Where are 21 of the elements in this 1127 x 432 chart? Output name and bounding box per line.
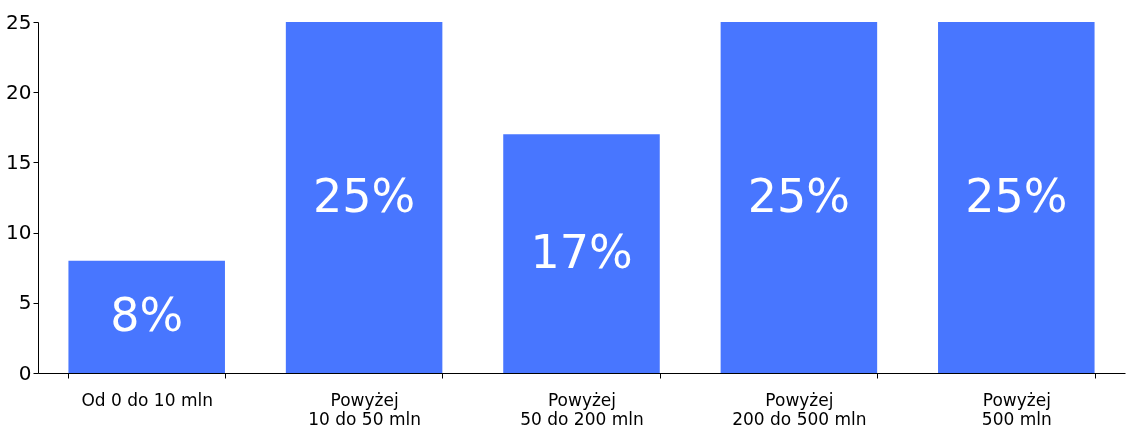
x-tick-label: Od 0 do 10 mln [81,389,213,410]
y-tick-label: 5 [18,290,32,315]
data-label: 17% [530,224,633,279]
x-tick-label: Powyżej 50 do 200 mln [520,389,644,429]
data-label: 25% [312,168,416,223]
bar [938,22,1095,373]
y-tick-label: 25 [6,9,32,34]
y-tick-label: 0 [18,360,32,385]
bar [503,134,660,373]
bar [68,260,225,373]
x-tick-label: Powyżej 200 do 500 mln [732,389,867,429]
y-tick-label: 20 [6,79,32,104]
bar [720,22,878,373]
data-label: 25% [965,168,1068,223]
x-tick-label: Powyżej 10 do 50 mln [308,389,421,429]
data-label: 25% [747,168,851,223]
y-tick-label: 10 [6,220,32,245]
data-label: 8% [110,287,184,342]
y-tick-label: 15 [6,149,32,174]
bar [285,22,443,373]
x-tick-label: Powyżej 500 mln [981,389,1052,429]
